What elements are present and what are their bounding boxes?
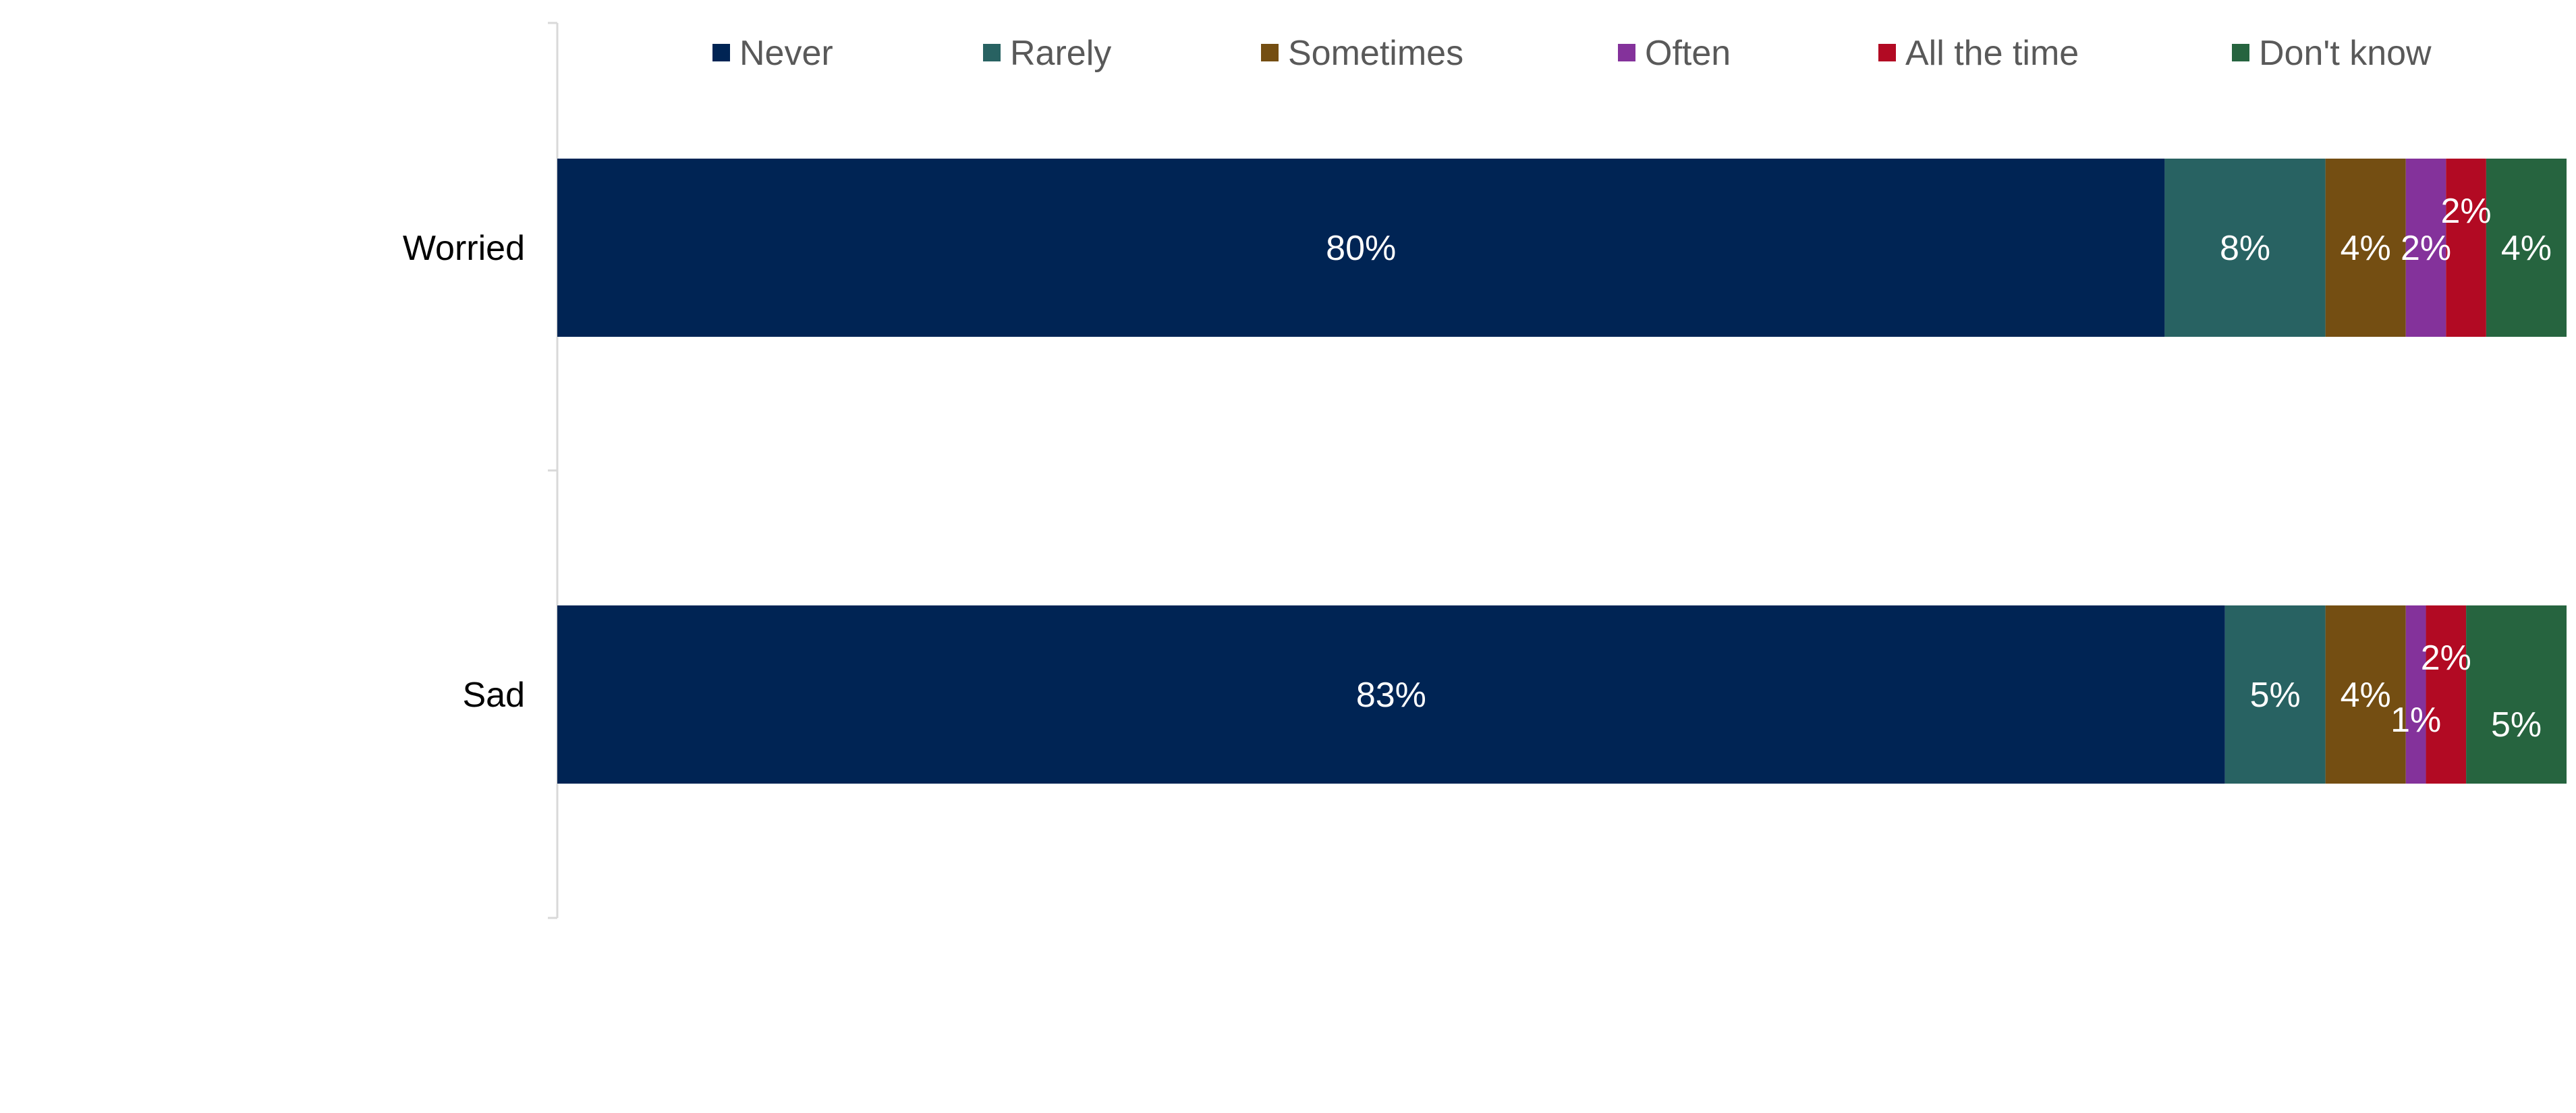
legend: Never Rarely Sometimes Often All the time Don… [712, 34, 2432, 73]
legend-swatch [1878, 44, 1896, 61]
category-labels: Worried Sad [403, 229, 525, 715]
bar-segment [2325, 605, 2406, 784]
legend-swatch [712, 44, 730, 61]
bar-segment [2426, 605, 2467, 784]
data-label: 80% [1326, 229, 1396, 268]
data-label: 2% [2421, 639, 2471, 678]
data-label: 5% [2250, 676, 2301, 715]
legend-item: Never [712, 34, 833, 73]
legend-swatch [1261, 44, 1279, 61]
legend-label: Don't know [2259, 34, 2432, 73]
category-label: Worried [403, 229, 525, 268]
legend-label: Sometimes [1288, 34, 1463, 73]
bar-segment [2405, 605, 2426, 784]
data-label: 8% [2220, 229, 2270, 268]
bars [557, 159, 2567, 784]
legend-item: Don't know [2232, 34, 2432, 73]
legend-label: Rarely [1010, 34, 1111, 73]
category-axis [548, 22, 559, 919]
data-label: 2% [2441, 192, 2492, 231]
data-label: 5% [2491, 705, 2542, 744]
bar-segment [2466, 605, 2567, 784]
bar-segment [2405, 159, 2446, 337]
legend-swatch [983, 44, 1001, 61]
data-label: 1% [2390, 701, 2441, 740]
legend-label: Never [739, 34, 833, 73]
legend-label: All the time [1905, 34, 2079, 73]
bar-segment [2224, 605, 2326, 784]
data-label: 4% [2341, 676, 2391, 715]
bar-segment [557, 159, 2165, 337]
data-label: 83% [1356, 676, 1426, 715]
legend-item: Often [1618, 34, 1731, 73]
bar-segment [2325, 159, 2406, 337]
bar-segment [557, 605, 2225, 784]
legend-item: Rarely [983, 34, 1111, 73]
legend-item: Sometimes [1261, 34, 1463, 73]
bar-segment [2446, 159, 2486, 337]
legend-swatch [2232, 44, 2249, 61]
data-labels: 80% 8% 4% 2%2%4%83% 5% 4%1%2%5% [1326, 192, 2552, 744]
legend-label: Often [1645, 34, 1731, 73]
category-label: Sad [462, 676, 525, 715]
data-label: 2% [2401, 229, 2451, 268]
legend-item: All the time [1878, 34, 2079, 73]
legend-swatch [1618, 44, 1635, 61]
bar-segment [2164, 159, 2326, 337]
bar-segment [2486, 159, 2567, 337]
data-label: 4% [2501, 229, 2552, 268]
data-label: 4% [2341, 229, 2391, 268]
